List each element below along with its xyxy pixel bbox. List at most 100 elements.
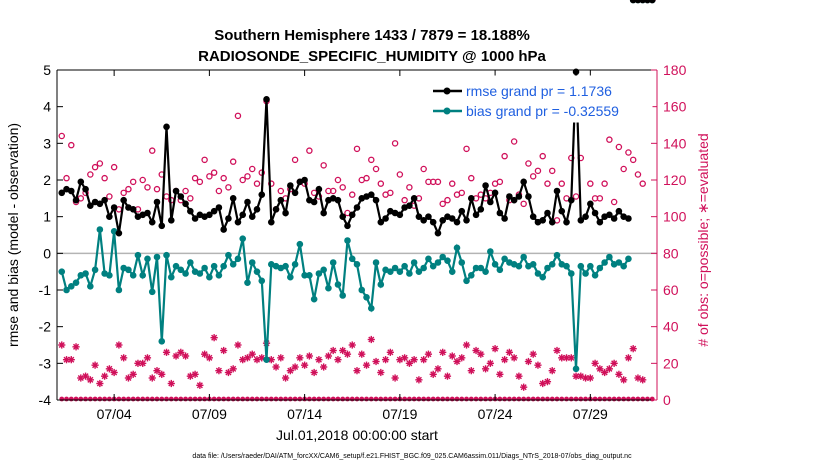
bias-point <box>496 266 504 274</box>
obs-zero-marker <box>459 396 465 402</box>
obs-zero-marker <box>630 396 636 402</box>
bias-point <box>491 261 499 268</box>
x-tick-label: 07/14 <box>287 406 322 422</box>
rmse-point <box>115 229 123 237</box>
bias-point <box>544 264 551 272</box>
obs-zero-marker <box>273 396 279 402</box>
obs-possible-point <box>501 152 508 160</box>
obs-possible-point <box>406 184 413 191</box>
rmse-point <box>110 204 118 211</box>
obs-zero-marker <box>187 396 193 402</box>
rmse-point <box>648 0 656 4</box>
obs-evaluated-point <box>86 376 94 384</box>
bias-point <box>215 272 223 279</box>
rmse-point <box>310 198 318 206</box>
obs-evaluated-point <box>220 346 228 355</box>
obs-zero-marker <box>478 396 484 402</box>
obs-possible-point <box>348 191 356 198</box>
bias-point <box>406 270 413 277</box>
obs-possible-point <box>210 169 218 176</box>
obs-zero-marker <box>392 396 398 402</box>
chart-title-line2: RADIOSONDE_SPECIFIC_HUMIDITY @ 1000 hPa <box>198 48 546 65</box>
bias-point <box>67 283 75 290</box>
bias-point <box>258 277 266 285</box>
bias-point <box>463 277 470 285</box>
obs-evaluated-point <box>181 352 190 360</box>
rmse-point <box>610 215 618 222</box>
obs-evaluated-point <box>453 357 461 366</box>
obs-evaluated-point <box>72 343 80 351</box>
bias-point <box>477 264 485 272</box>
bias-point <box>134 251 142 259</box>
obs-zero-marker <box>102 396 108 402</box>
bias-point <box>429 262 437 270</box>
obs-zero-marker <box>402 396 408 402</box>
rmse-point <box>582 213 589 220</box>
rmse-point <box>258 191 266 198</box>
bias-point <box>448 268 456 275</box>
obs-evaluated-point <box>367 335 375 344</box>
obs-zero-marker <box>445 396 450 402</box>
obs-zero-marker <box>568 396 574 402</box>
obs-possible-point <box>110 163 118 171</box>
obs-zero-marker <box>64 396 69 402</box>
obs-evaluated-point <box>177 348 185 356</box>
obs-evaluated-point <box>205 354 213 362</box>
y-left-tick-label: -2 <box>39 319 52 335</box>
obs-evaluated-point <box>143 354 152 362</box>
obs-possible-point <box>448 180 456 187</box>
footnote: data file: /Users/raeder/DAI/ATM_forcXX/… <box>192 453 632 460</box>
obs-possible-point <box>463 145 470 153</box>
rmse-point <box>410 195 418 202</box>
obs-evaluated-point <box>248 350 256 358</box>
obs-zero-marker <box>387 396 393 402</box>
obs-evaluated-point <box>553 346 561 355</box>
obs-possible-point <box>277 187 285 195</box>
obs-possible-point <box>129 178 137 186</box>
bias-point <box>315 270 323 277</box>
obs-evaluated-point <box>243 354 252 362</box>
obs-evaluated-point <box>481 365 490 373</box>
bias-point <box>306 272 313 279</box>
obs-zero-marker <box>297 396 303 402</box>
obs-possible-point <box>387 189 394 197</box>
obs-zero-marker <box>130 396 136 402</box>
bias-point <box>534 270 542 277</box>
rmse-point <box>377 218 385 226</box>
obs-zero-marker <box>526 396 531 402</box>
x-axis-label: Jul.01,2018 00:00:00 start <box>276 427 438 443</box>
obs-evaluated-point <box>67 356 75 364</box>
rmse-point <box>367 191 375 198</box>
obs-zero-marker <box>197 396 203 402</box>
obs-zero-marker <box>530 396 536 402</box>
obs-zero-marker <box>497 396 503 402</box>
obs-zero-marker <box>230 396 236 402</box>
rmse-point <box>291 189 299 197</box>
obs-zero-marker <box>121 396 127 402</box>
rmse-point <box>77 178 85 186</box>
obs-zero-marker <box>216 396 222 402</box>
y-left-tick-label: -4 <box>39 392 52 408</box>
rmse-point <box>625 215 632 222</box>
obs-possible-point <box>401 196 408 204</box>
bias-point <box>167 273 175 281</box>
obs-evaluated-point <box>158 370 166 378</box>
bias-point <box>253 268 261 275</box>
rmse-point <box>487 198 494 206</box>
y-left-tick-label: 3 <box>43 135 51 151</box>
obs-evaluated-point <box>315 356 323 364</box>
obs-zero-marker <box>316 396 322 402</box>
obs-evaluated-point <box>420 356 428 364</box>
rmse-point <box>158 222 166 230</box>
obs-zero-marker <box>183 396 188 402</box>
obs-zero-marker <box>473 396 479 402</box>
obs-evaluated-point <box>448 352 456 360</box>
obs-evaluated-point <box>348 341 356 349</box>
obs-possible-point <box>620 165 627 173</box>
obs-possible-point <box>334 176 342 184</box>
legend-box <box>429 75 653 123</box>
bias-point <box>415 268 423 275</box>
obs-evaluated-point <box>429 370 437 378</box>
obs-possible-point <box>458 189 466 197</box>
obs-evaluated-point <box>443 372 452 380</box>
